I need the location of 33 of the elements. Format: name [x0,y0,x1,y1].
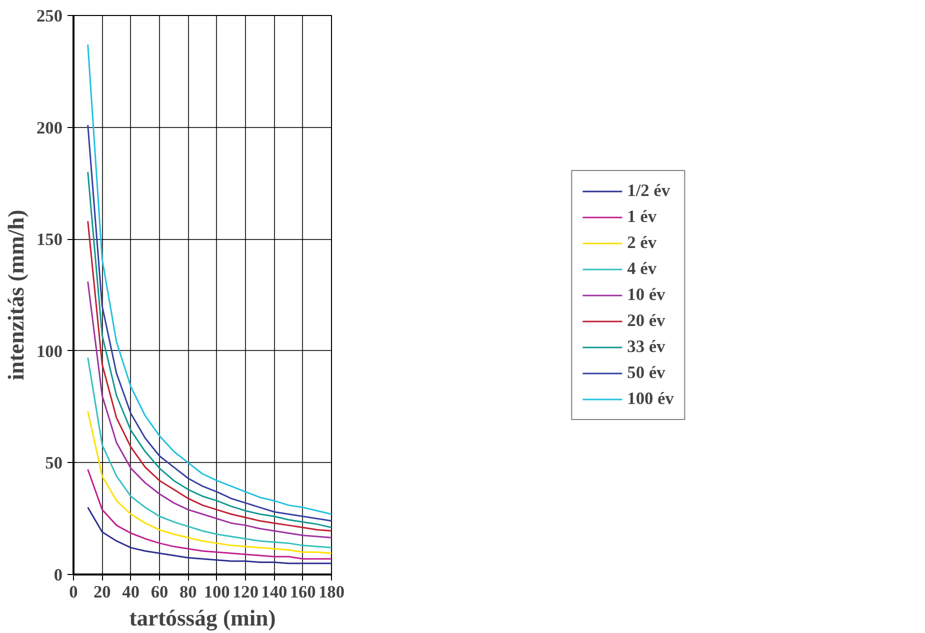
line-series [87,410,332,554]
line-series [87,356,332,548]
x-tick-label: 160 [290,582,316,602]
y-tick-label: 200 [36,118,63,138]
y-axis-title: intenzitás (mm/h) [4,210,29,380]
x-tick-label: 0 [69,582,78,602]
line-series [87,468,332,560]
legend-label: 50 év [627,362,666,382]
x-tick-label: 40 [122,582,140,602]
y-tick-label: 150 [36,230,63,250]
x-axis-title: tartósság (min) [129,606,276,630]
x-tick-label: 180 [318,582,345,602]
line-series [87,280,332,538]
x-tick-label: 140 [261,582,288,602]
line-series [87,44,332,515]
x-tick-label: 120 [232,582,259,602]
legend-label: 10 év [627,284,666,304]
y-tick-label: 100 [36,342,63,361]
y-tick-label: 50 [45,454,62,473]
legend-label: 2 év [627,232,657,252]
legend-label: 20 év [627,310,666,330]
legend-label: 33 év [627,336,666,356]
legend-label: 100 év [627,388,674,408]
legend-label: 4 év [627,258,657,278]
x-tick-label: 60 [150,582,168,602]
y-tick-label: 0 [54,566,63,584]
x-tick-label: 20 [94,582,111,602]
y-tick-label: 250 [36,6,63,26]
legend-label: 1 év [627,206,657,226]
line-series [87,506,332,564]
x-tick-label: 80 [180,582,197,602]
legend-label: 1/2 év [627,180,670,200]
x-tick-label: 100 [204,582,230,602]
